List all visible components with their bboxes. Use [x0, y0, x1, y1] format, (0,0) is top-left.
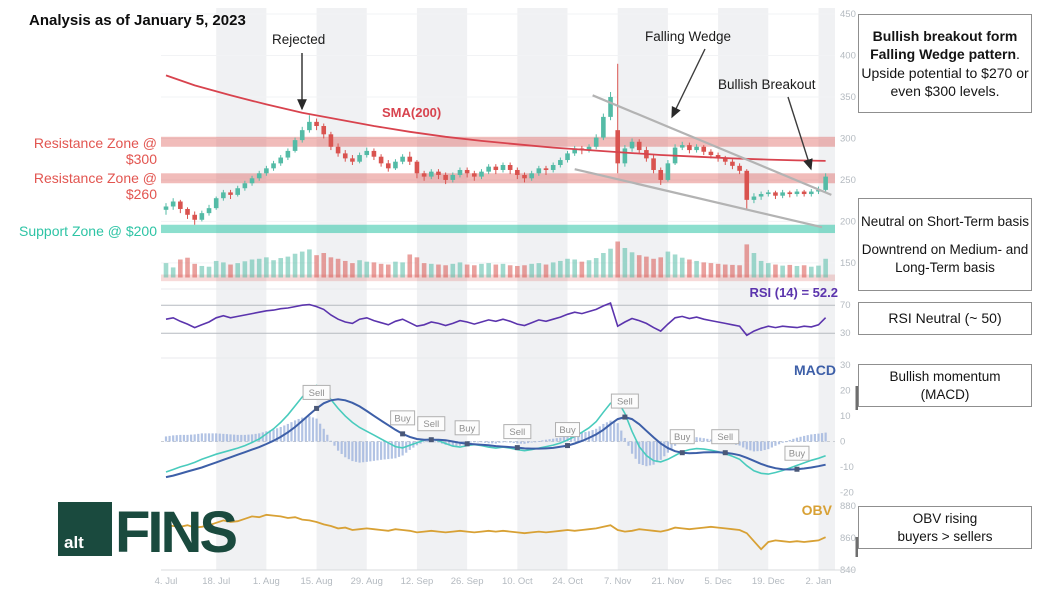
note-rsi-text: RSI Neutral (~ 50)	[888, 310, 1002, 327]
time-axis: 4. Jul 18. Jul 1. Aug 15. Aug 29. Aug 12. Sep…	[155, 569, 856, 587]
value-axes: 450 400 350 300 250 200 150 70 30 30 20 10 0 -10 -20 88…	[840, 9, 858, 576]
note-trend: Neutral on Short-Term basis Downtrend on…	[858, 198, 1032, 291]
svg-text:Sell: Sell	[717, 432, 733, 443]
macd-panel	[161, 357, 835, 442]
svg-text:250: 250	[840, 175, 856, 186]
note-trend-long-term: Downtrend on Medium- and Long-Term basis	[861, 242, 1029, 275]
svg-text:7. Nov: 7. Nov	[604, 576, 632, 587]
resistance-260-label: Resistance Zone @ $260	[33, 170, 157, 202]
svg-text:Buy: Buy	[559, 425, 576, 436]
svg-text:30: 30	[840, 328, 851, 339]
svg-text:30: 30	[840, 360, 851, 371]
svg-text:Sell: Sell	[617, 397, 633, 408]
svg-text:Buy: Buy	[789, 449, 806, 460]
svg-text:10: 10	[840, 411, 851, 422]
svg-text:19. Dec: 19. Dec	[752, 576, 785, 587]
svg-text:200: 200	[840, 216, 856, 227]
note-trend-short-term: Neutral on Short-Term basis	[860, 213, 1030, 229]
note-obv-line1: OBV rising	[912, 510, 978, 526]
svg-text:26. Sep: 26. Sep	[451, 576, 484, 587]
svg-text:29. Aug: 29. Aug	[351, 576, 383, 587]
svg-text:0: 0	[840, 437, 845, 448]
volume-bars	[163, 241, 828, 278]
svg-text:20: 20	[840, 386, 851, 397]
altfins-logo-fins-text: FINS	[115, 499, 238, 565]
svg-text:450: 450	[840, 9, 856, 20]
altfins-logo: alt FINS	[58, 499, 238, 565]
svg-text:880: 880	[840, 501, 856, 512]
note-macd-line2: (MACD)	[920, 386, 970, 402]
bullish-breakout-annotation: Bullish Breakout	[718, 77, 816, 92]
note-macd-line1: Bullish momentum	[889, 368, 1001, 384]
note-obv-line2: buyers > sellers	[897, 528, 993, 544]
svg-text:400: 400	[840, 50, 856, 61]
svg-text:Buy: Buy	[459, 423, 476, 434]
svg-text:21. Nov: 21. Nov	[652, 576, 685, 587]
obv-panel-label: OBV	[801, 502, 832, 518]
falling-wedge-annotation: Falling Wedge	[645, 29, 732, 44]
svg-text:-20: -20	[840, 487, 854, 498]
note-breakout-bold: Bullish breakout form Falling Wedge patt…	[870, 28, 1018, 63]
note-breakout-sep: .	[1016, 46, 1020, 63]
svg-text:Buy: Buy	[674, 432, 691, 443]
rejected-annotation: Rejected	[272, 32, 326, 47]
note-macd: Bullish momentum (MACD)	[858, 364, 1032, 407]
note-breakout-rest: Upside potential to $270 or even $300 le…	[861, 64, 1029, 99]
note-obv: OBV rising buyers > sellers	[858, 506, 1032, 549]
svg-text:Sell: Sell	[309, 388, 325, 399]
sma-200-line	[165, 74, 826, 162]
note-rsi: RSI Neutral (~ 50)	[858, 302, 1032, 335]
svg-text:Sell: Sell	[509, 427, 525, 438]
sma-200-label: SMA(200)	[382, 105, 442, 120]
obv-panel	[165, 513, 826, 551]
macd-lines	[165, 384, 826, 479]
svg-text:15. Aug: 15. Aug	[300, 576, 332, 587]
svg-text:18. Jul: 18. Jul	[202, 576, 230, 587]
rsi-value-label: RSI (14) = 52.2	[749, 285, 838, 300]
svg-text:70: 70	[840, 300, 851, 311]
svg-text:350: 350	[840, 92, 856, 103]
svg-text:860: 860	[840, 533, 856, 544]
altfins-logo-square: alt	[58, 502, 112, 556]
svg-text:-10: -10	[840, 462, 854, 473]
svg-text:10. Oct: 10. Oct	[502, 576, 533, 587]
svg-text:1. Aug: 1. Aug	[253, 576, 280, 587]
rsi-panel	[161, 288, 835, 337]
svg-text:5. Dec: 5. Dec	[704, 576, 732, 587]
svg-text:2. Jan: 2. Jan	[806, 576, 832, 587]
page-title: Analysis as of January 5, 2023	[29, 12, 246, 29]
macd-signal-markers: Sell Buy Sell Buy Sell Buy Sell Buy Sell Buy	[302, 384, 810, 472]
candlestick-series	[163, 63, 828, 225]
svg-text:12. Sep: 12. Sep	[401, 576, 434, 587]
falling-wedge-lines	[574, 94, 832, 229]
svg-text:300: 300	[840, 133, 856, 144]
svg-text:Sell: Sell	[423, 419, 439, 430]
support-200-label: Support Zone @ $200	[19, 223, 157, 239]
macd-panel-label: MACD	[794, 362, 836, 378]
svg-text:150: 150	[840, 258, 856, 269]
price-gridlines	[161, 13, 835, 264]
note-bullish-breakout: Bullish breakout form Falling Wedge patt…	[858, 14, 1032, 113]
altfins-logo-alt-text: alt	[64, 533, 84, 552]
svg-text:24. Oct: 24. Oct	[552, 576, 583, 587]
svg-text:4. Jul: 4. Jul	[155, 576, 178, 587]
resistance-300-label: Resistance Zone @ $300	[33, 135, 157, 167]
svg-text:Buy: Buy	[394, 413, 411, 424]
